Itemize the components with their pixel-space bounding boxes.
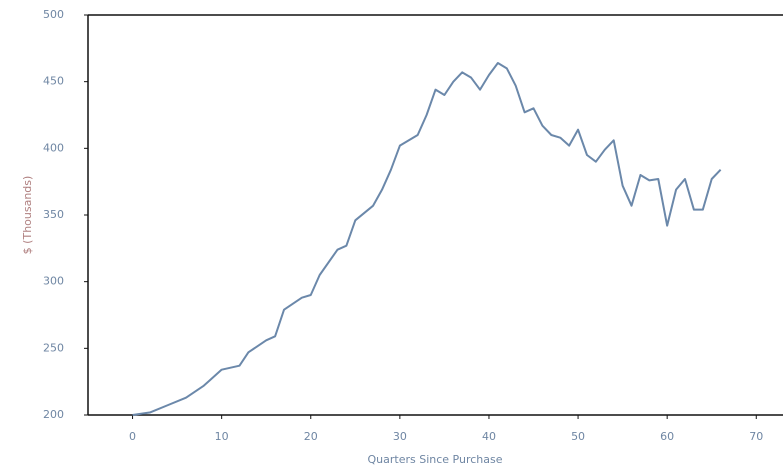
x-tick-label: 20 <box>304 430 318 443</box>
x-tick-label: 60 <box>660 430 674 443</box>
y-tick-label: 300 <box>43 275 64 288</box>
x-tick-label: 50 <box>571 430 585 443</box>
x-axis-label: Quarters Since Purchase <box>368 453 503 466</box>
x-tick-label: 0 <box>129 430 136 443</box>
x-tick-label: 30 <box>393 430 407 443</box>
y-tick-label: 200 <box>43 408 64 421</box>
line <box>132 62 722 416</box>
y-axis-label: $ (Thousands) <box>21 176 34 255</box>
y-tick-label: 500 <box>43 8 64 21</box>
y-tick-label: 450 <box>43 75 64 88</box>
x-tick-label: 40 <box>482 430 496 443</box>
y-tick-label: 400 <box>43 141 64 154</box>
x-tick-label: 10 <box>215 430 229 443</box>
y-tick-label: 250 <box>43 341 64 354</box>
y-tick-label: 350 <box>43 208 64 221</box>
x-tick-label: 70 <box>749 430 763 443</box>
